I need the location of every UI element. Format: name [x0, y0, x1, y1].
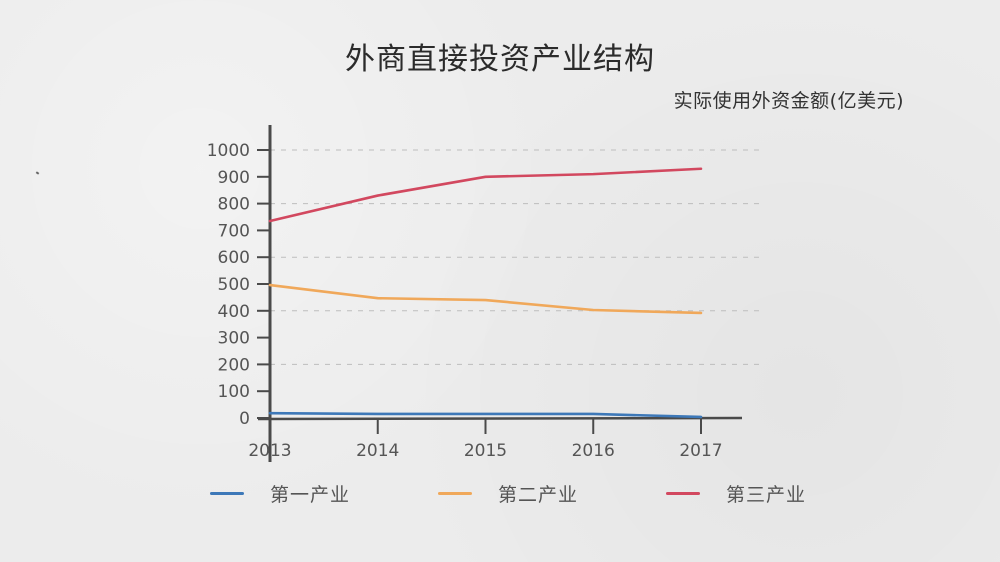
y-tick-label: 0 [239, 409, 250, 429]
x-tick-label: 2014 [356, 441, 399, 461]
x-axis-ticks: 2013 2014 2015 2016 2017 [248, 418, 723, 461]
y-axis-ticks: 0 100 200 300 400 500 600 700 800 900 1000 [207, 141, 270, 429]
x-tick-label: 2015 [464, 441, 507, 461]
legend-swatch-primary-icon [210, 492, 244, 495]
gridlines [270, 149, 765, 365]
legend-label: 第一产业 [270, 484, 351, 506]
y-tick-label: 800 [218, 195, 250, 215]
x-tick-label: 2016 [572, 441, 615, 461]
x-tick-label: 2017 [679, 441, 722, 461]
legend-swatch-tertiary-icon [666, 492, 701, 495]
y-tick-label: 100 [218, 382, 250, 402]
chart-title: 外商直接投资产业结构 [345, 42, 655, 77]
legend-label: 第二产业 [498, 484, 579, 506]
legend-item-secondary: 第二产业 [438, 480, 578, 507]
y-tick-label: 500 [218, 275, 250, 295]
y-tick-label: 900 [218, 168, 250, 188]
y-tick-label: 700 [218, 221, 250, 241]
legend: 第一产业 第二产业 第三产业 [210, 480, 858, 507]
legend-label: 第三产业 [726, 484, 807, 506]
x-axis-line [257, 416, 743, 421]
series-line-2 [268, 283, 703, 315]
y-tick-label: 400 [218, 302, 250, 322]
series-lines [268, 167, 703, 419]
y-tick-label: 600 [218, 248, 250, 268]
chart-subtitle: 实际使用外资金额(亿美元) [673, 90, 904, 112]
legend-item-tertiary: 第三产业 [666, 480, 806, 507]
series-line-1 [268, 411, 703, 419]
y-tick-label: 1000 [207, 141, 250, 161]
axes [257, 125, 743, 462]
legend-item-primary: 第一产业 [210, 480, 350, 507]
y-tick-label: 200 [218, 355, 250, 375]
series-line-3 [268, 167, 703, 223]
legend-swatch-secondary-icon [438, 492, 473, 495]
x-tick-label: 2013 [248, 441, 291, 461]
y-tick-label: 300 [218, 329, 250, 349]
